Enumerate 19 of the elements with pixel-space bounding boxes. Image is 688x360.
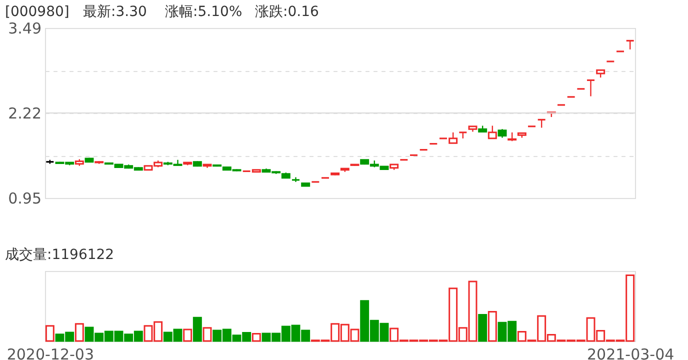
bar	[252, 333, 261, 342]
bar	[45, 325, 54, 342]
text: 涨跌:0.16	[255, 4, 319, 20]
bar	[478, 314, 488, 342]
x-tick-label: 2021-03-04	[586, 346, 674, 360]
bar	[74, 323, 84, 342]
y-tick-label: 3.49	[8, 20, 42, 38]
x-tick-label: 2020-12-03	[6, 346, 94, 360]
y-tick-label: 0.95	[8, 190, 42, 208]
candlestick	[488, 125, 497, 140]
bar	[488, 311, 497, 342]
bar	[192, 316, 202, 342]
text: 涨幅:5.10%	[165, 4, 242, 20]
chart-title: [000980]	[5, 4, 70, 20]
text: 最新:3.30	[83, 4, 147, 20]
bar	[202, 327, 212, 342]
chart-title: 成交量:1196122	[5, 247, 114, 263]
y-tick-label: 2.22	[8, 104, 42, 122]
bar	[183, 328, 192, 342]
